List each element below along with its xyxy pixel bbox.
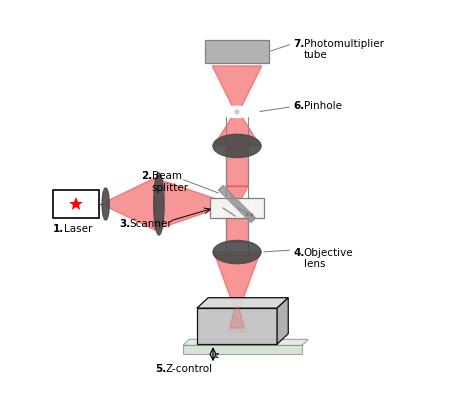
Text: 2.: 2. (141, 171, 152, 181)
Ellipse shape (213, 241, 261, 264)
Text: 7.: 7. (293, 39, 304, 49)
Text: Scanner: Scanner (130, 218, 173, 228)
Polygon shape (230, 308, 244, 328)
Polygon shape (226, 205, 248, 218)
Text: Beam
splitter: Beam splitter (152, 171, 189, 192)
Polygon shape (214, 252, 260, 308)
Text: 3.: 3. (119, 218, 130, 228)
Bar (197, 308, 277, 344)
Text: x,y: x,y (245, 212, 255, 217)
Polygon shape (155, 179, 236, 230)
Text: 6.: 6. (293, 101, 304, 111)
Text: Laser: Laser (64, 223, 92, 233)
Text: Z-control: Z-control (166, 363, 213, 373)
Ellipse shape (154, 173, 164, 235)
Ellipse shape (235, 111, 239, 115)
FancyBboxPatch shape (205, 41, 269, 64)
Polygon shape (226, 147, 248, 187)
Ellipse shape (217, 107, 257, 118)
Text: Pinhole: Pinhole (304, 101, 342, 111)
Polygon shape (219, 186, 255, 223)
Polygon shape (214, 113, 260, 147)
Polygon shape (212, 67, 262, 113)
Bar (183, 345, 302, 354)
Polygon shape (183, 339, 308, 345)
Polygon shape (227, 308, 247, 333)
Polygon shape (107, 179, 155, 230)
Bar (53, 190, 99, 218)
Bar (210, 198, 264, 218)
Polygon shape (277, 298, 288, 344)
Polygon shape (226, 187, 248, 205)
Text: 5.: 5. (155, 363, 166, 373)
Polygon shape (197, 298, 288, 308)
Text: 4.: 4. (293, 247, 304, 257)
Text: Objective
lens: Objective lens (304, 247, 354, 269)
Text: Photomultiplier
tube: Photomultiplier tube (304, 39, 384, 60)
Polygon shape (226, 218, 248, 243)
Text: z: z (215, 350, 219, 359)
Ellipse shape (213, 135, 261, 158)
Text: 1.: 1. (53, 223, 64, 233)
Ellipse shape (102, 188, 109, 220)
